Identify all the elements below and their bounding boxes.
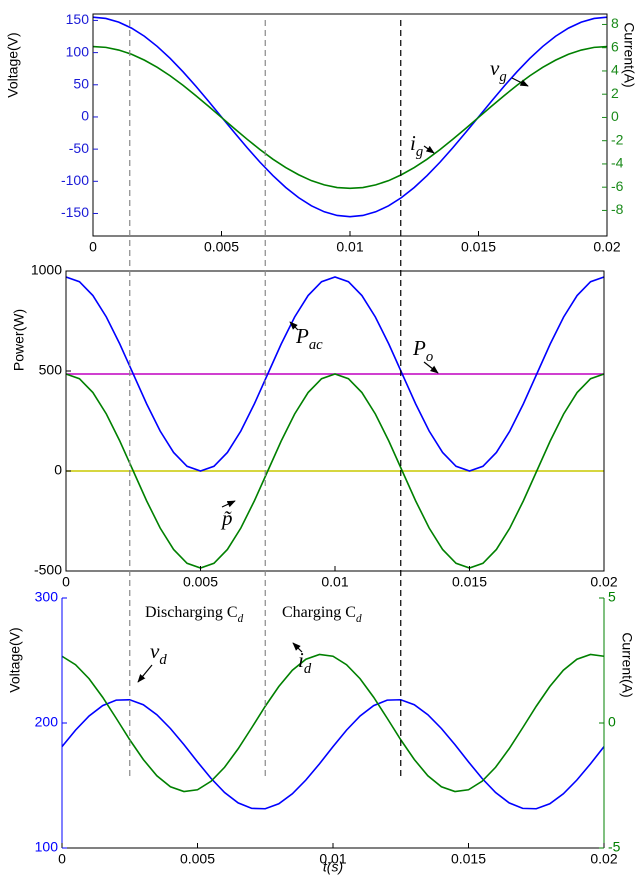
x-tick-label: 0.015 — [461, 239, 496, 255]
y-tick-label: 1000 — [31, 262, 62, 278]
y2-tick-label: 2 — [611, 85, 619, 101]
annotation-arrow — [292, 642, 303, 653]
annotation-text: p̃ — [220, 506, 233, 530]
y-tick-label: 300 — [35, 589, 59, 605]
annotation: Charging Cd — [282, 604, 362, 625]
annotation: Pac — [295, 324, 323, 354]
y2-tick-label: 8 — [611, 15, 619, 31]
series-line — [65, 373, 605, 569]
x-tick-label: 0.005 — [180, 851, 215, 867]
annotation-text: v — [150, 639, 160, 663]
annotation-subscript: g — [416, 144, 423, 160]
series-line — [65, 276, 605, 472]
y-tick-label: 200 — [35, 714, 59, 730]
annotation-arrow — [221, 500, 236, 508]
x-tick-label: 0.02 — [590, 851, 617, 867]
y-tick-label: -500 — [34, 562, 62, 578]
y2-tick-label: -2 — [611, 131, 624, 147]
series-line — [92, 16, 608, 218]
series-line — [61, 653, 605, 793]
x-tick-label: 0.005 — [183, 574, 218, 590]
annotation: vd — [150, 639, 167, 669]
annotation-arrow — [511, 77, 529, 87]
annotation-arrow — [137, 664, 153, 683]
annotation-subscript: d — [356, 613, 362, 625]
annotation-arrow — [423, 361, 439, 374]
x-tick-label: 0.01 — [319, 851, 346, 867]
y-tick-label: -50 — [69, 140, 89, 156]
y-axis-label: Voltage(V) — [5, 32, 21, 97]
x-tick-label: 0.02 — [593, 239, 620, 255]
annotation-subscript: d — [159, 652, 167, 668]
y-tick-label: 500 — [39, 362, 63, 378]
annotation-arrow — [289, 321, 299, 331]
annotation: vg — [490, 56, 507, 86]
y-tick-label: 50 — [73, 75, 89, 91]
annotation-text: v — [490, 56, 500, 80]
y2-tick-label: -6 — [611, 178, 624, 194]
x-tick-label: 0 — [58, 851, 66, 867]
y-tick-label: 0 — [81, 108, 89, 124]
y2-tick-label: 0 — [608, 714, 616, 730]
plot-frame — [65, 270, 605, 572]
annotation-subscript: o — [426, 349, 433, 365]
annotation-subscript: g — [499, 69, 506, 85]
y2-tick-label: -5 — [608, 839, 621, 855]
plot-frame — [92, 13, 608, 237]
annotation-text: i — [410, 131, 416, 155]
y-axis-label: Voltage(V) — [7, 627, 23, 692]
x-tick-label: 0.015 — [452, 574, 487, 590]
annotation: ig — [410, 131, 423, 161]
series-line — [61, 698, 605, 810]
x-tick-label: 0.02 — [590, 574, 617, 590]
x-tick-label: 0.01 — [336, 239, 363, 255]
annotation: Po — [412, 336, 433, 366]
y2-tick-label: -4 — [611, 155, 624, 171]
annotation-text: P — [295, 324, 309, 348]
y-axis-label: Power(W) — [11, 309, 27, 371]
x-tick-label: 0.005 — [204, 239, 239, 255]
y2-axis-label: Current(A) — [619, 632, 635, 697]
x-axis-label: t(s) — [323, 859, 343, 875]
y-tick-label: 0 — [54, 462, 62, 478]
x-tick-label: 0.015 — [451, 851, 486, 867]
annotation-text: P — [412, 336, 426, 360]
y-tick-label: 100 — [66, 43, 90, 59]
series-line — [92, 45, 608, 190]
y2-tick-label: 6 — [611, 38, 619, 54]
y-tick-label: 100 — [35, 839, 59, 855]
annotation-subscript: d — [238, 613, 244, 625]
y2-tick-label: 0 — [611, 108, 619, 124]
annotation-subscript: d — [304, 661, 312, 677]
annotation-text: i — [298, 648, 304, 672]
annotation: Discharging Cd — [145, 604, 244, 625]
annotation: p̃ — [220, 506, 233, 530]
x-tick-label: 0 — [62, 574, 70, 590]
annotation-arrow — [423, 145, 435, 154]
annotation: id — [298, 648, 312, 678]
y2-tick-label: 4 — [611, 62, 619, 78]
y2-axis-label: Current(A) — [621, 22, 637, 87]
y2-tick-label: 5 — [608, 589, 616, 605]
annotation-text: Discharging C — [145, 604, 238, 621]
y2-tick-label: -8 — [611, 201, 624, 217]
annotation-subscript: ac — [309, 337, 323, 353]
y-tick-label: 150 — [66, 11, 90, 27]
y-tick-label: -100 — [61, 172, 89, 188]
x-tick-label: 0 — [89, 239, 97, 255]
x-tick-label: 0.01 — [321, 574, 348, 590]
annotation-text: Charging C — [282, 604, 356, 621]
y-tick-label: -150 — [61, 204, 89, 220]
